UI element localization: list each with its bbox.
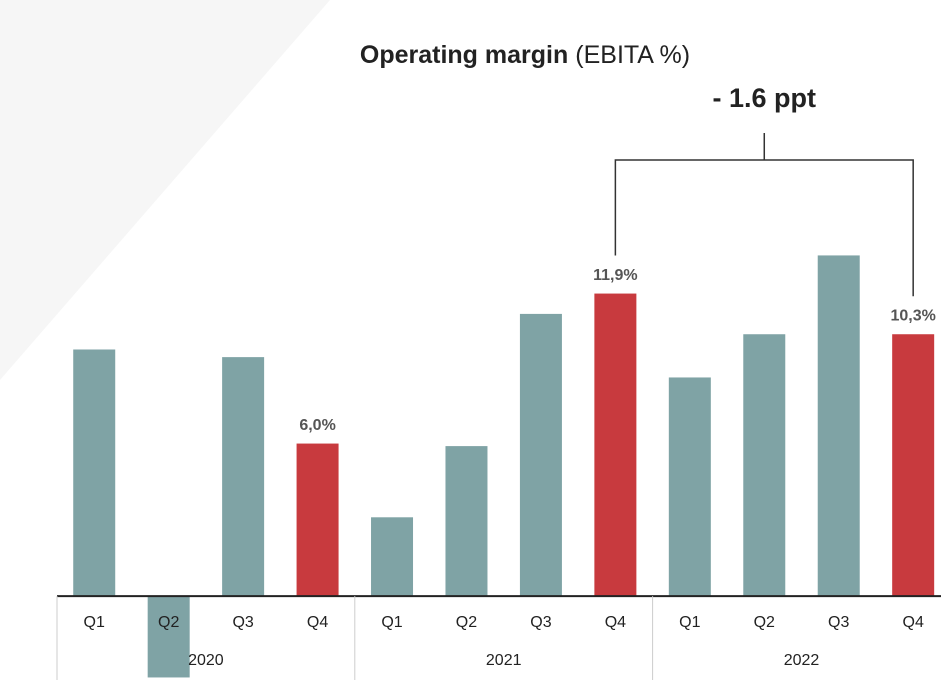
- group-label: 2020: [188, 652, 224, 669]
- value-label: 11,9%: [593, 267, 637, 284]
- x-tick-label: Q2: [754, 614, 775, 631]
- bar: [892, 334, 935, 597]
- bar: [222, 357, 265, 597]
- value-label: 10,3%: [890, 307, 935, 324]
- x-tick-label: Q1: [381, 614, 402, 631]
- x-tick-label: Q4: [307, 614, 328, 631]
- x-tick-label: Q2: [456, 614, 477, 631]
- bar: [817, 255, 860, 597]
- background-shape: [0, 0, 330, 380]
- bar: [743, 334, 786, 597]
- x-tick-label: Q3: [530, 614, 551, 631]
- bar: [147, 596, 190, 678]
- chart-title: Operating margin (EBITA %): [360, 41, 690, 69]
- bar: [519, 313, 562, 597]
- bar: [371, 517, 414, 597]
- bar: [594, 293, 637, 597]
- x-tick-label: Q3: [828, 614, 849, 631]
- bar: [445, 446, 488, 597]
- x-tick-label: Q1: [84, 614, 105, 631]
- x-tick-label: Q2: [158, 614, 179, 631]
- x-tick-label: Q4: [903, 614, 924, 631]
- x-tick-label: Q3: [232, 614, 253, 631]
- bar: [668, 377, 711, 597]
- bar: [73, 349, 116, 597]
- title-note: (EBITA %): [575, 41, 690, 69]
- bracket: [614, 133, 914, 297]
- x-tick-label: Q1: [679, 614, 700, 631]
- value-label: 6,0%: [299, 417, 335, 434]
- group-label: 2021: [486, 652, 522, 669]
- title-main: Operating margin: [360, 41, 568, 69]
- x-tick-label: Q4: [605, 614, 626, 631]
- bar: [296, 443, 339, 597]
- group-label: 2022: [784, 652, 820, 669]
- annotation: - 1.6 ppt: [713, 83, 817, 113]
